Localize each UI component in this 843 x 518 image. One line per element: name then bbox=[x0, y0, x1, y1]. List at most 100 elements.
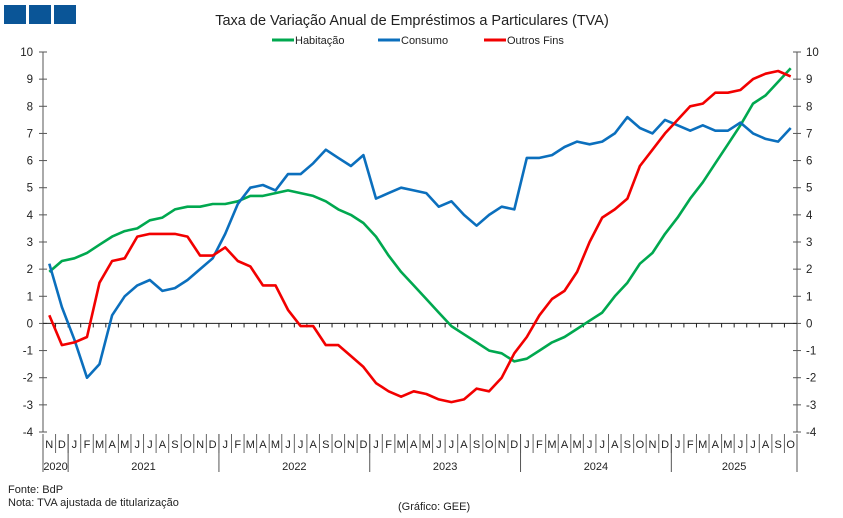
y-tick-label-right: 8 bbox=[806, 101, 812, 113]
month-label: F bbox=[687, 439, 694, 451]
month-label: M bbox=[271, 439, 280, 451]
y-tick-label-right: 10 bbox=[806, 47, 819, 59]
month-label: J bbox=[222, 439, 228, 451]
logo-square bbox=[29, 5, 51, 24]
y-tick-label-right: 0 bbox=[806, 318, 812, 330]
month-label: D bbox=[58, 439, 66, 451]
month-label: J bbox=[72, 439, 78, 451]
y-tick-label-left: 1 bbox=[27, 291, 33, 303]
month-label: A bbox=[108, 439, 116, 451]
month-label: M bbox=[547, 439, 556, 451]
month-label: D bbox=[510, 439, 518, 451]
chart-title: Taxa de Variação Anual de Empréstimos a … bbox=[215, 13, 609, 29]
month-label: O bbox=[183, 439, 192, 451]
month-label: S bbox=[473, 439, 480, 451]
month-label: F bbox=[385, 439, 392, 451]
month-label: A bbox=[159, 439, 167, 451]
y-tick-label-left: 8 bbox=[27, 101, 33, 113]
y-tick-label-right: -1 bbox=[806, 346, 816, 358]
month-label: J bbox=[675, 439, 681, 451]
month-label: N bbox=[45, 439, 53, 451]
y-tick-label-right: 4 bbox=[806, 210, 813, 222]
logo-square bbox=[54, 5, 76, 24]
month-label: N bbox=[196, 439, 204, 451]
legend: Habitação Consumo Outros Fins bbox=[272, 35, 564, 47]
y-tick-label-left: 2 bbox=[27, 264, 33, 276]
y-tick-label-right: 5 bbox=[806, 183, 812, 195]
month-label: S bbox=[322, 439, 329, 451]
month-label: A bbox=[762, 439, 770, 451]
year-label: 2021 bbox=[131, 461, 155, 473]
y-tick-label-left: 6 bbox=[27, 156, 33, 168]
y-tick-label-left: 7 bbox=[27, 128, 33, 140]
month-label: J bbox=[524, 439, 530, 451]
year-label: 2025 bbox=[722, 461, 746, 473]
month-label: D bbox=[359, 439, 367, 451]
month-label: F bbox=[536, 439, 543, 451]
axes: -4 -4 -3 -3 -2 -2 -1 -1 0 0 1 1 2 2 3 3 4 4 5 5 6 6 7 7 8 8 9 9 10 10… bbox=[20, 47, 819, 473]
series-line-consumo bbox=[48, 115, 792, 380]
y-tick-label-right: 9 bbox=[806, 74, 812, 86]
source-note: Fonte: BdP bbox=[8, 484, 63, 496]
month-label: M bbox=[698, 439, 707, 451]
month-label: A bbox=[561, 439, 569, 451]
month-label: J bbox=[147, 439, 153, 451]
chart-credit: (Gráfico: GEE) bbox=[398, 501, 470, 513]
y-tick-label-right: -2 bbox=[806, 373, 816, 385]
month-label: M bbox=[572, 439, 581, 451]
month-label: D bbox=[661, 439, 669, 451]
y-tick-label-right: 1 bbox=[806, 291, 812, 303]
y-tick-label-left: 4 bbox=[27, 210, 34, 222]
y-tick-label-right: -4 bbox=[806, 427, 817, 439]
y-tick-label-right: 6 bbox=[806, 156, 812, 168]
month-label: F bbox=[234, 439, 241, 451]
month-label: O bbox=[636, 439, 645, 451]
month-label: J bbox=[738, 439, 744, 451]
legend-label: Habitação bbox=[295, 35, 345, 47]
month-label: J bbox=[587, 439, 593, 451]
month-label: M bbox=[246, 439, 255, 451]
month-label: J bbox=[599, 439, 605, 451]
y-tick-label-left: -3 bbox=[23, 400, 33, 412]
month-label: J bbox=[750, 439, 756, 451]
y-tick-label-right: 2 bbox=[806, 264, 812, 276]
month-label: M bbox=[95, 439, 104, 451]
y-tick-label-left: 10 bbox=[20, 47, 33, 59]
month-label: A bbox=[259, 439, 267, 451]
month-label: M bbox=[723, 439, 732, 451]
y-tick-label-left: 0 bbox=[27, 318, 33, 330]
month-label: O bbox=[334, 439, 343, 451]
month-label: A bbox=[611, 439, 619, 451]
month-label: M bbox=[422, 439, 431, 451]
month-label: S bbox=[624, 439, 631, 451]
series-line-outros-fins bbox=[48, 69, 792, 404]
legend-label: Consumo bbox=[401, 35, 448, 47]
y-tick-label-right: -3 bbox=[806, 400, 816, 412]
month-label: N bbox=[649, 439, 657, 451]
month-label: J bbox=[285, 439, 291, 451]
month-label: S bbox=[774, 439, 781, 451]
logo-square bbox=[4, 5, 26, 24]
y-tick-label-left: 5 bbox=[27, 183, 33, 195]
month-label: J bbox=[373, 439, 379, 451]
y-tick-label-right: 7 bbox=[806, 128, 812, 140]
year-label: 2024 bbox=[584, 461, 608, 473]
year-label: 2020 bbox=[43, 461, 67, 473]
y-tick-label-left: 3 bbox=[27, 237, 33, 249]
month-label: N bbox=[498, 439, 506, 451]
y-tick-label-right: 3 bbox=[806, 237, 812, 249]
month-label: F bbox=[84, 439, 91, 451]
month-label: O bbox=[485, 439, 494, 451]
month-label: J bbox=[298, 439, 304, 451]
month-label: J bbox=[135, 439, 141, 451]
month-label: A bbox=[310, 439, 318, 451]
y-tick-label-left: -2 bbox=[23, 373, 33, 385]
footnote: Nota: TVA ajustada de titularização bbox=[8, 497, 179, 509]
month-label: A bbox=[712, 439, 720, 451]
y-tick-label-left: 9 bbox=[27, 74, 33, 86]
month-label: S bbox=[171, 439, 178, 451]
month-label: M bbox=[120, 439, 129, 451]
month-label: O bbox=[786, 439, 795, 451]
